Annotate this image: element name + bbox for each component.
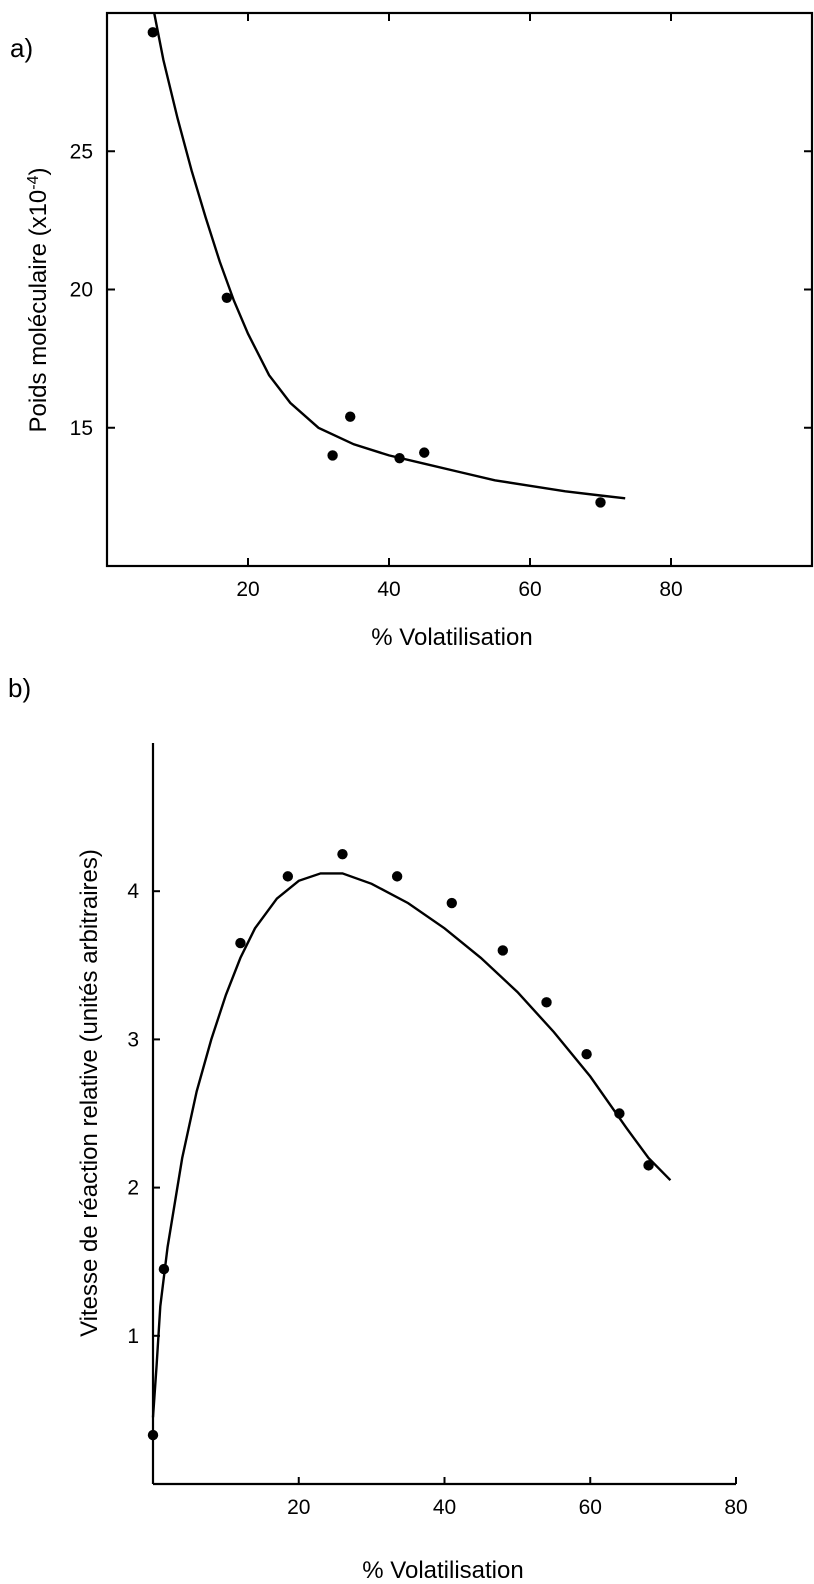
- chart-b: b) 20 40 60 80 1 2 3 4 % Volatilisation Vitess…: [8, 673, 748, 1584]
- y-tick-label-a-0: 15: [70, 417, 93, 440]
- y-axis-title-a-exp: -4: [25, 175, 42, 189]
- x-tick-label-b-0: 20: [287, 1496, 310, 1519]
- y-ticks-a: 15 20 25: [70, 140, 812, 440]
- fit-curve-a: [153, 12, 626, 500]
- x-ticks-a: 20 40 60 80: [236, 13, 683, 601]
- data-point-b-1: [158, 1263, 170, 1275]
- x-tick-label-a-2: 60: [518, 578, 541, 601]
- data-point-a-3: [345, 411, 356, 422]
- data-point-b-5: [391, 871, 403, 882]
- y-tick-label-b-2: 3: [127, 1028, 139, 1051]
- x-axis-title-a: % Volatilisation: [371, 624, 532, 651]
- y-ticks-b: 1 2 3 4: [127, 880, 160, 1348]
- y-axis-title-a-main: Poids moléculaire (x10: [25, 190, 52, 433]
- data-point-b-7: [497, 945, 508, 956]
- y-tick-label-b-1: 2: [127, 1177, 139, 1200]
- x-ticks-b: 20 40 60 80: [287, 1477, 748, 1519]
- y-axis-title-a: Poids moléculaire (x10-4): [25, 167, 53, 432]
- data-point-a-5: [419, 447, 430, 458]
- data-points-a: [147, 27, 606, 508]
- data-point-a-2: [327, 450, 338, 461]
- fit-curve-b: [151, 872, 672, 1418]
- panel-label-a: a): [10, 33, 33, 63]
- panel-label-b: b): [8, 673, 31, 703]
- y-tick-label-a-1: 20: [70, 279, 93, 302]
- x-tick-label-a-1: 40: [377, 578, 400, 601]
- y-axis-title-a-close: ): [25, 167, 52, 175]
- data-point-a-1: [221, 292, 233, 303]
- data-point-a-4: [394, 452, 405, 464]
- y-axis-title-b: Vitesse de réaction relative (unités arb…: [76, 849, 103, 1337]
- y-tick-label-b-0: 1: [127, 1325, 139, 1348]
- data-point-b-6: [446, 897, 457, 909]
- data-point-b-0: [147, 1429, 159, 1441]
- data-point-b-2: [235, 937, 246, 949]
- data-points-b: [147, 848, 654, 1441]
- data-point-b-3: [282, 871, 294, 882]
- data-point-b-10: [614, 1108, 625, 1119]
- x-tick-label-b-3: 80: [724, 1496, 747, 1519]
- chart-a: a) 20 40 60 80 15 20 25 % Volatilisation Poid…: [10, 11, 814, 651]
- data-point-b-8: [541, 997, 552, 1008]
- data-point-b-4: [337, 848, 348, 860]
- x-tick-label-a-0: 20: [236, 578, 259, 601]
- data-point-b-9: [581, 1049, 592, 1060]
- x-tick-label-a-3: 80: [659, 578, 682, 601]
- y-tick-label-a-2: 25: [70, 140, 93, 163]
- data-point-a-6: [595, 497, 606, 508]
- y-tick-label-b-3: 4: [127, 880, 139, 903]
- x-tick-label-b-1: 40: [433, 1496, 456, 1519]
- x-axis-title-b: % Volatilisation: [362, 1557, 523, 1584]
- data-point-a-0: [147, 27, 159, 38]
- x-tick-label-b-2: 60: [579, 1496, 602, 1519]
- data-point-b-11: [643, 1160, 654, 1171]
- plot-frame-a: [105, 11, 814, 568]
